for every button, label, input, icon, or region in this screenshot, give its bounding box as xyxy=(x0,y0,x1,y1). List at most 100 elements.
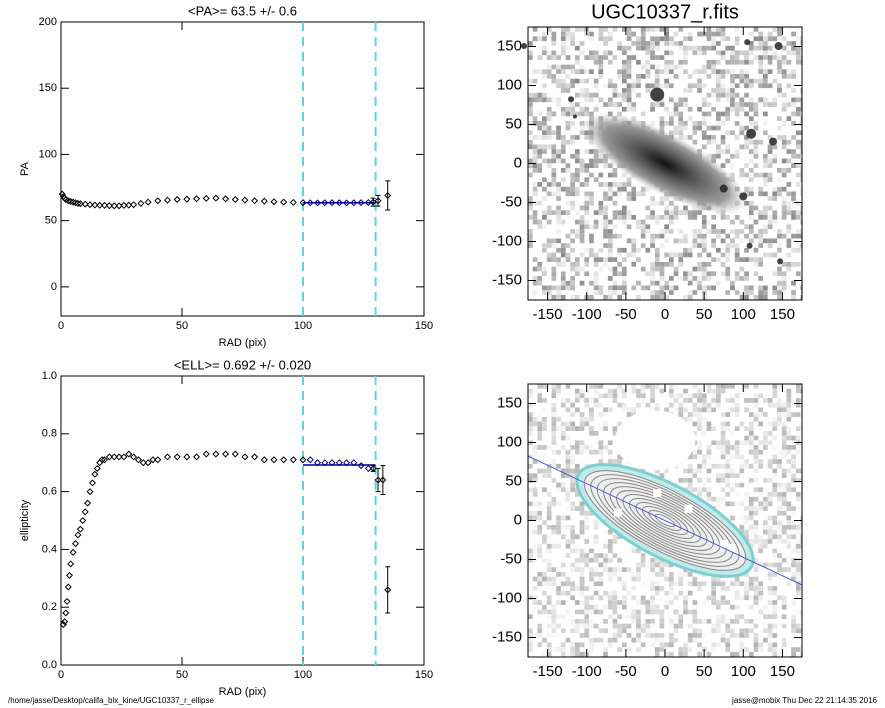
image-pixel xyxy=(579,64,585,70)
image-pixel xyxy=(551,294,557,300)
image-pixel xyxy=(744,506,749,511)
x-tick-label: 0 xyxy=(58,669,64,681)
image-pixel xyxy=(570,548,575,554)
x-tick-label: 0 xyxy=(58,320,64,332)
image-pixel xyxy=(720,55,726,60)
image-pixel xyxy=(772,290,778,295)
image-pixel xyxy=(758,421,763,427)
image-pixel xyxy=(692,623,698,629)
image-pixel xyxy=(720,398,726,403)
image-pixel xyxy=(603,384,608,389)
image-pixel xyxy=(626,31,632,37)
image-pixel xyxy=(659,647,665,652)
image-pixel xyxy=(589,567,594,572)
data-point xyxy=(63,597,71,605)
image-pixel xyxy=(622,642,627,648)
image-pixel xyxy=(753,449,759,455)
image-pixel xyxy=(607,252,613,258)
image-pixel xyxy=(659,642,665,648)
image-pixel xyxy=(739,525,745,530)
data-point xyxy=(115,453,123,461)
data-point xyxy=(280,456,288,464)
image-pixel xyxy=(763,69,768,74)
image-pixel xyxy=(537,435,543,441)
image-pixel xyxy=(650,45,655,51)
image-pixel xyxy=(603,229,608,234)
image-pixel xyxy=(626,27,632,32)
image-pixel xyxy=(546,191,552,197)
image-pixel xyxy=(603,637,608,643)
image-pixel xyxy=(795,412,801,417)
data-point xyxy=(202,450,210,458)
image-pixel xyxy=(673,31,679,37)
image-pixel xyxy=(617,294,622,300)
image-pixel xyxy=(598,74,604,79)
x-tick-label: -50 xyxy=(615,663,637,680)
star xyxy=(521,43,528,50)
image-pixel xyxy=(640,595,646,601)
image-pixel xyxy=(654,280,660,286)
image-pixel xyxy=(781,210,787,215)
image-pixel xyxy=(734,83,740,89)
image-pixel xyxy=(791,280,796,286)
image-pixel xyxy=(664,50,669,56)
x-tick-label: 100 xyxy=(294,669,312,681)
image-pixel xyxy=(556,219,561,225)
image-pixel xyxy=(636,78,641,84)
image-pixel xyxy=(626,412,632,417)
image-pixel xyxy=(546,581,552,587)
image-pixel xyxy=(720,496,726,502)
image-pixel xyxy=(617,210,622,215)
image-pixel xyxy=(767,501,773,507)
data-point xyxy=(98,456,106,464)
image-pixel xyxy=(560,510,566,516)
image-pixel xyxy=(532,510,538,516)
image-pixel xyxy=(748,619,754,624)
image-pixel xyxy=(763,529,768,535)
image-pixel xyxy=(673,581,679,587)
image-pixel xyxy=(542,651,547,657)
image-pixel xyxy=(584,614,590,619)
image-pixel xyxy=(800,88,802,93)
image-pixel xyxy=(565,233,571,239)
image-pixel xyxy=(640,557,646,563)
image-pixel xyxy=(744,482,749,488)
image-pixel xyxy=(791,534,796,540)
image-pixel xyxy=(560,210,566,215)
image-pixel xyxy=(781,285,787,291)
image-pixel xyxy=(636,83,641,89)
image-pixel xyxy=(748,139,754,145)
image-pixel xyxy=(570,473,575,478)
image-pixel xyxy=(739,102,745,107)
image-pixel xyxy=(781,595,787,601)
image-pixel xyxy=(560,590,566,596)
image-pixel xyxy=(650,388,655,394)
image-pixel xyxy=(781,280,787,286)
image-pixel xyxy=(772,609,778,615)
image-pixel xyxy=(748,168,754,173)
image-pixel xyxy=(650,200,655,206)
image-pixel xyxy=(537,163,543,168)
image-pixel xyxy=(697,276,702,281)
image-pixel xyxy=(748,205,754,211)
image-pixel xyxy=(786,50,792,56)
data-point xyxy=(130,453,138,461)
image-pixel xyxy=(800,463,802,469)
image-pixel xyxy=(532,149,538,154)
image-pixel xyxy=(664,252,669,258)
image-pixel xyxy=(795,182,801,187)
image-pixel xyxy=(612,172,618,178)
image-pixel xyxy=(786,412,792,417)
image-pixel xyxy=(626,55,632,60)
image-pixel xyxy=(748,506,754,511)
image-pixel xyxy=(734,41,740,46)
image-pixel xyxy=(730,238,735,244)
image-pixel xyxy=(532,168,538,173)
image-pixel xyxy=(734,449,740,455)
image-pixel xyxy=(791,647,796,652)
image-pixel xyxy=(673,252,679,258)
image-pixel xyxy=(551,191,557,197)
image-pixel xyxy=(683,97,688,103)
image-pixel xyxy=(598,581,604,587)
